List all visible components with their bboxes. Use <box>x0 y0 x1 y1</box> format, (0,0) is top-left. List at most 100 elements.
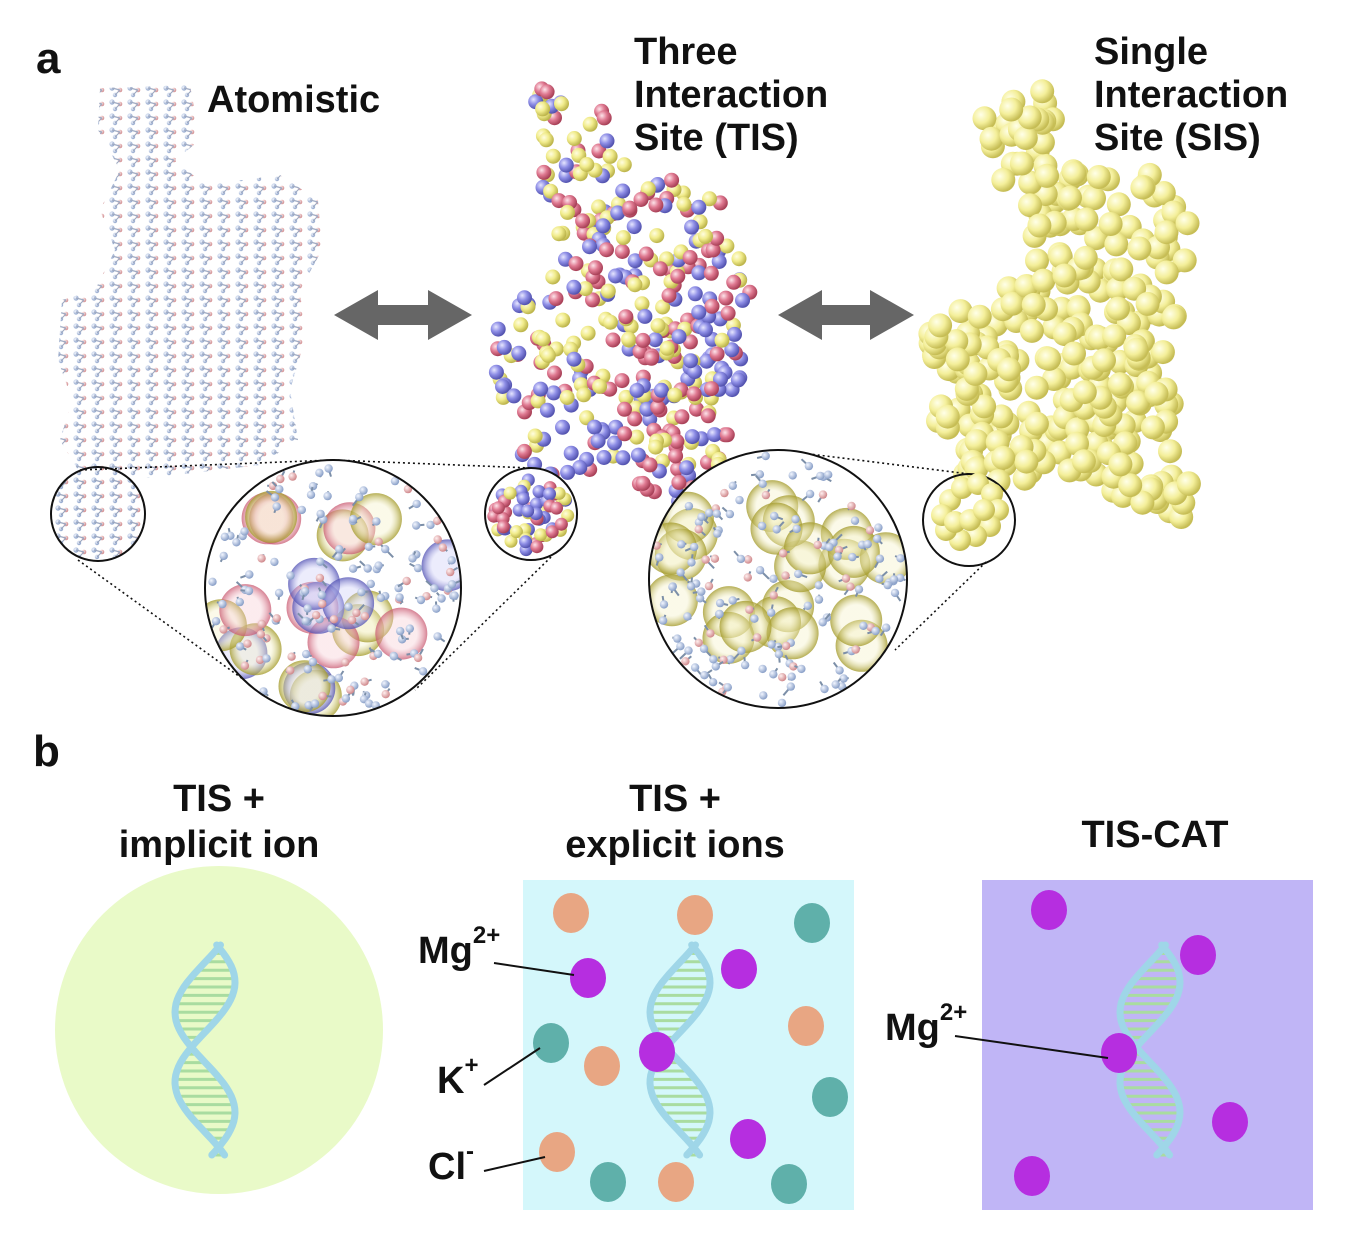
atom <box>863 540 872 549</box>
atom <box>346 685 355 694</box>
atom <box>757 521 767 531</box>
tis-phosphate-bead <box>617 426 633 442</box>
atom <box>390 476 400 486</box>
coarse-grain-halo <box>245 490 298 543</box>
atom <box>792 524 801 534</box>
tis-phosphate-bead <box>545 525 559 539</box>
sis-bead <box>991 445 1016 470</box>
tis-cat-title: TIS-CAT <box>1030 812 1280 858</box>
atom <box>816 471 825 481</box>
tis-base-bead <box>590 433 606 449</box>
atom <box>772 525 781 534</box>
tis-base-bead <box>637 308 653 324</box>
atom <box>769 670 778 679</box>
tis-sugar-bead <box>659 340 675 356</box>
atom <box>235 642 245 651</box>
tis-title: Three Interaction Site (TIS) <box>634 31 828 160</box>
atom <box>373 649 383 659</box>
tis-base-bead <box>711 254 727 269</box>
atom <box>728 481 737 490</box>
atom <box>244 586 254 596</box>
mg-ion <box>1212 1102 1248 1142</box>
sis-bead <box>1014 449 1039 474</box>
sis-bead <box>1130 175 1155 200</box>
atom <box>304 701 313 710</box>
atom <box>220 532 229 541</box>
atom <box>433 516 442 525</box>
tis-phosphate-bead <box>599 242 614 258</box>
tis-base-bead <box>615 183 631 199</box>
panel-a-label: a <box>36 34 61 83</box>
sis-bead <box>1098 212 1123 236</box>
atom <box>743 573 752 582</box>
atom <box>381 680 390 689</box>
atom <box>769 591 778 600</box>
atom <box>395 593 404 602</box>
atom <box>813 540 822 550</box>
sis-title-line: Single <box>1094 31 1209 73</box>
atom <box>715 598 725 608</box>
sis-bead <box>999 97 1024 122</box>
atom <box>737 646 746 655</box>
tis-sugar-bead <box>667 387 683 403</box>
atom <box>327 675 336 684</box>
sis-bead <box>1009 151 1034 176</box>
atom <box>694 525 703 534</box>
tis-sugar-bead <box>560 204 575 220</box>
atom <box>412 499 421 509</box>
atom <box>824 470 833 479</box>
tis-base-bead <box>543 487 556 501</box>
atom <box>848 552 857 562</box>
tis-base-bead <box>691 304 707 320</box>
atom <box>676 642 685 651</box>
tis-sugar-bead <box>551 226 567 242</box>
atom <box>364 699 374 708</box>
sis-rna-model <box>918 79 1201 529</box>
atom <box>791 515 800 524</box>
atom <box>301 616 310 626</box>
atom <box>329 615 339 624</box>
atom <box>381 544 390 554</box>
atom <box>890 588 900 598</box>
atom <box>658 616 668 625</box>
tis-sugar-bead <box>628 400 644 416</box>
atom <box>405 624 414 633</box>
tis-sugar-bead <box>566 131 582 146</box>
atom <box>318 599 327 608</box>
sis-bead <box>1108 452 1133 477</box>
atom <box>327 624 336 633</box>
atom <box>695 594 705 603</box>
ion-leader-lines <box>483 962 1109 1172</box>
sis-bead <box>1062 341 1086 366</box>
tis-base-bead <box>671 329 687 345</box>
atom <box>883 580 892 590</box>
atom <box>889 575 899 584</box>
tis-phosphate-bead <box>550 501 563 515</box>
tis-phosphate-bead <box>664 172 680 188</box>
atomistic-title: Atomistic <box>207 79 380 122</box>
tis-base-bead <box>679 460 695 476</box>
tis-sugar-bead <box>655 299 671 315</box>
tis-phosphate-bead <box>644 350 659 366</box>
atom <box>257 554 266 563</box>
atom <box>758 664 767 674</box>
sis-bead <box>1030 79 1055 104</box>
backbone-ribbon <box>171 941 239 1159</box>
tis-base-bead <box>495 379 510 394</box>
tis-phosphate-bead <box>575 213 591 229</box>
atom <box>360 677 369 686</box>
tis-title-line: Three <box>634 31 738 73</box>
sis-bead <box>1176 471 1201 496</box>
sis-bead <box>944 329 969 354</box>
tis-base-bead <box>546 385 562 401</box>
tis-sugar-bead <box>577 281 593 297</box>
atom <box>755 566 765 575</box>
ion-symbol: Mg <box>885 1007 940 1049</box>
atom <box>690 542 699 552</box>
implicit-ion-background <box>55 866 383 1194</box>
tis-phosphate-bead <box>568 256 584 272</box>
atom <box>344 602 353 611</box>
atom <box>257 619 266 629</box>
atom <box>715 609 724 619</box>
tis-base-bead <box>511 345 527 361</box>
